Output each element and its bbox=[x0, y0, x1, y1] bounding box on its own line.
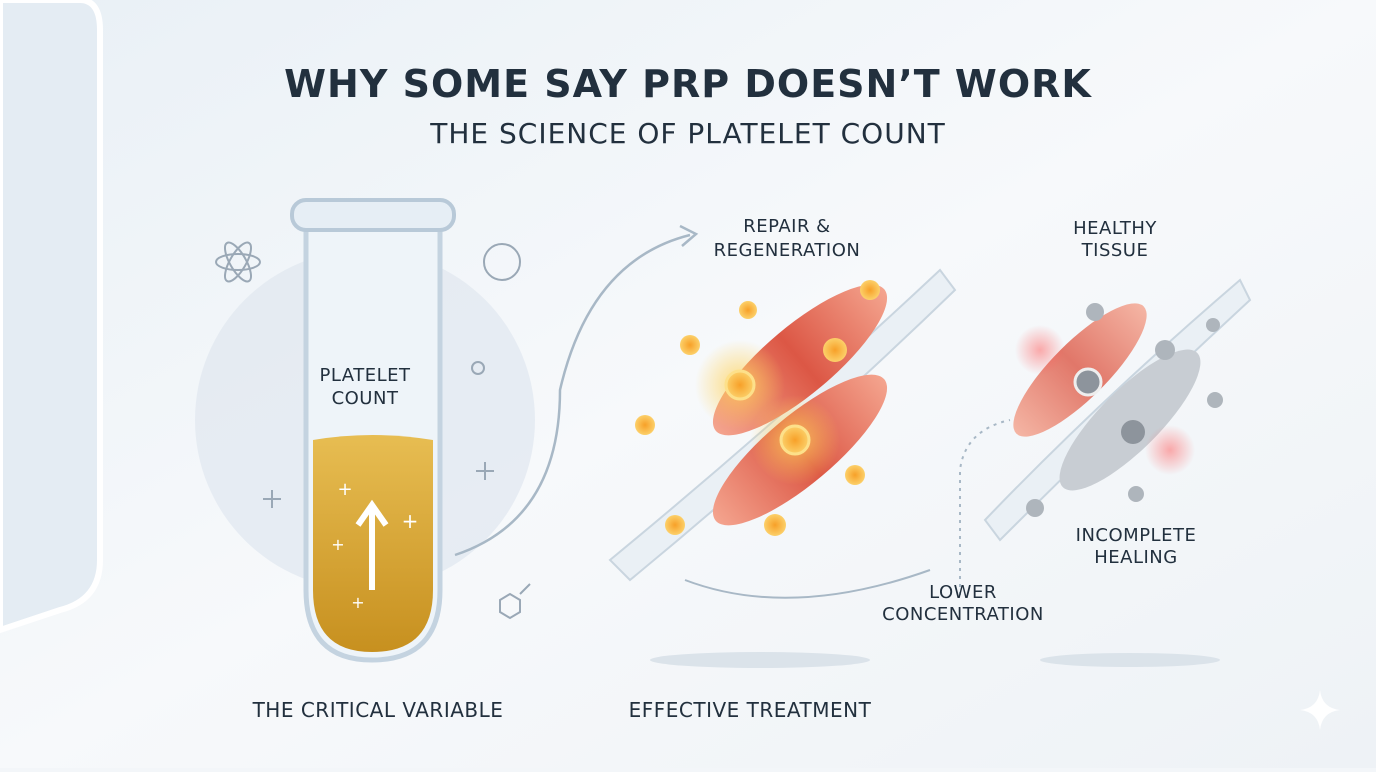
healthy-label: TISSUE bbox=[1081, 240, 1149, 261]
test-tube: + + + + bbox=[290, 198, 456, 663]
caption: EFFECTIVE TREATMENT bbox=[629, 698, 872, 722]
tube-label: PLATELET bbox=[320, 365, 411, 386]
icons bbox=[215, 241, 531, 620]
effective-label: REPAIR & bbox=[743, 216, 830, 237]
concentration-label: CONCENTRATION bbox=[882, 604, 1044, 625]
sparkle bbox=[1300, 690, 1340, 730]
subtitle: THE SCIENCE OF PLATELET COUNT bbox=[429, 117, 946, 150]
incomplete-label: INCOMPLETE bbox=[1076, 525, 1197, 546]
shadow bbox=[1040, 653, 1220, 667]
concentration-label: LOWER bbox=[929, 582, 997, 603]
effective-tissue bbox=[608, 268, 957, 582]
effective-label: REGENERATION bbox=[714, 240, 861, 261]
incomplete-tissue bbox=[983, 278, 1252, 542]
window-frame bbox=[0, 0, 103, 634]
arrow bbox=[684, 569, 931, 599]
healthy-label: HEALTHY bbox=[1073, 218, 1157, 239]
arrow-head bbox=[679, 224, 699, 247]
tube-label: COUNT bbox=[332, 388, 399, 409]
svg-text:+: + bbox=[402, 509, 419, 533]
svg-text:+: + bbox=[337, 479, 352, 500]
svg-text:+: + bbox=[331, 535, 344, 554]
incomplete-label: HEALING bbox=[1094, 547, 1177, 568]
shadow bbox=[650, 652, 870, 668]
arrow bbox=[454, 233, 691, 557]
title: WHY SOME SAY PRP DOESN’T WORK bbox=[284, 62, 1092, 106]
svg-text:+: + bbox=[351, 593, 364, 612]
caption: THE CRITICAL VARIABLE bbox=[252, 698, 504, 722]
